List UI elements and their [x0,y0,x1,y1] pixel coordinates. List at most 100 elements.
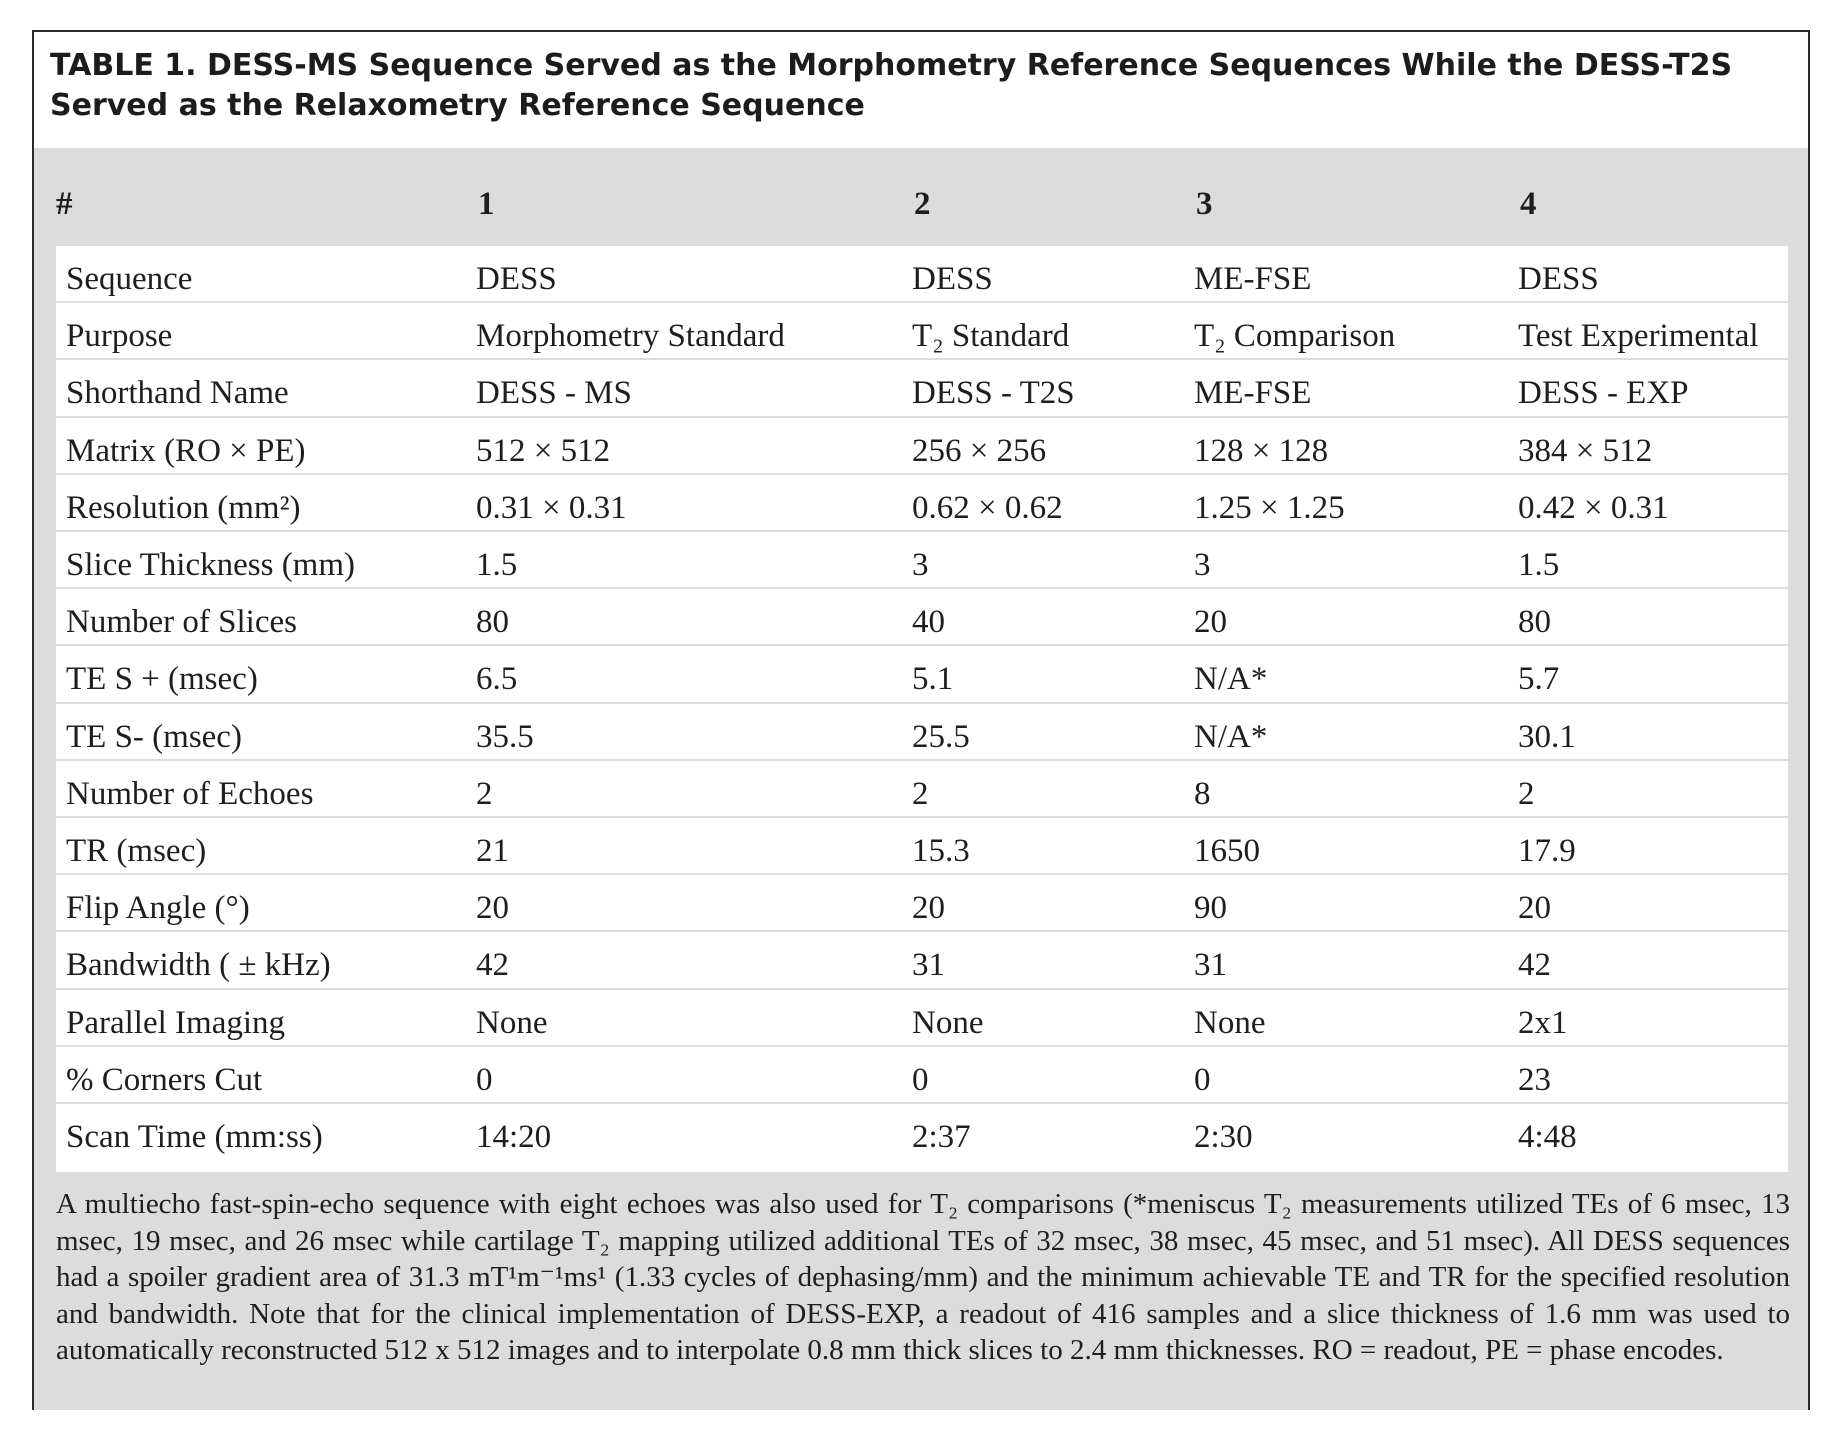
table-row: Sequence DESS DESS ME-FSE DESS [56,246,1788,304]
table-cell: 0.42 × 0.31 [1518,489,1669,526]
row-label: Shorthand Name [66,375,289,412]
column-header: # [56,186,73,222]
row-label: TE S- (msec) [66,718,242,755]
row-label: Number of Echoes [66,775,314,812]
table-cell: 2 [1518,775,1535,812]
table-cell: 2x1 [1518,1004,1568,1041]
table-cell: 20 [476,890,509,927]
table-cell: Test Experimental [1518,318,1759,355]
table-row: Slice Thickness (mm) 1.5 3 3 1.5 [56,532,1788,590]
table-cell: 21 [476,833,509,869]
table-cell: None [476,1004,548,1041]
table-cell: DESS [476,261,557,297]
row-label: TR (msec) [66,833,207,869]
column-header: 1 [478,186,495,222]
table-footnote: A multiecho fast-spin-echo sequence with… [56,1188,1790,1366]
table-row: Number of Echoes 2 2 8 2 [56,761,1788,818]
table-cell: 1.5 [476,547,518,583]
table-cell: 2 [476,775,493,812]
table-cell: 5.7 [1518,661,1560,698]
table-cell: 31 [912,947,945,984]
table-cell: 6.5 [476,661,518,698]
table-cell: 0 [912,1061,929,1098]
table-cell: 512 × 512 [476,432,611,469]
table-cell: DESS [1518,261,1599,297]
table-caption: TABLE 1. DESS-MS Sequence Served as the … [50,48,1733,123]
table-row: Purpose Morphometry Standard T₂ Standard T₂… [56,303,1788,361]
row-label: TE S + (msec) [66,661,258,698]
row-label: Scan Time (mm:ss) [66,1119,323,1155]
table-cell: 20 [1194,604,1227,641]
table-cell: 0.31 × 0.31 [476,489,627,526]
table-cell: 2:30 [1194,1119,1253,1155]
table-cell: 2:37 [912,1119,971,1155]
table-cell: 20 [1518,890,1551,927]
table-row: Parallel Imaging None None None 2x1 [56,990,1788,1047]
table-cell: 0.62 × 0.62 [912,489,1063,526]
column-header: 2 [914,186,931,222]
table-cell: 42 [476,947,509,984]
table-cell: ME-FSE [1194,261,1312,297]
table-cell: 384 × 512 [1518,432,1653,469]
table-cell: 1650 [1194,833,1260,869]
table-body: # 1 2 3 4 Sequence DESS DESS ME-FSE DESS Purp… [34,148,1808,1410]
table-row: Scan Time (mm:ss) 14:20 2:37 2:30 4:48 [56,1104,1788,1161]
table-cell: 1.25 × 1.25 [1194,489,1345,526]
table-cell: 0 [476,1061,493,1098]
table-cell: 30.1 [1518,718,1576,755]
table-cell: 40 [912,604,945,641]
table-cell: 25.5 [912,718,970,755]
table-cell: DESS [912,261,993,297]
table-cell: 128 × 128 [1194,432,1329,469]
table-cell: Morphometry Standard [476,318,785,355]
table-cell: 23 [1518,1061,1551,1098]
table-cell: DESS - MS [476,375,632,412]
table-cell: 80 [476,604,509,641]
row-label: % Corners Cut [66,1061,263,1098]
table-cell: 17.9 [1518,833,1576,869]
row-label: Purpose [66,318,173,355]
table-row: Matrix (RO × PE) 512 × 512 256 × 256 128 × … [56,418,1788,475]
table-cell: None [912,1004,984,1041]
table-cell: 0 [1194,1061,1211,1098]
row-label: Matrix (RO × PE) [66,432,306,469]
row-label: Bandwidth ( ± kHz) [66,947,331,984]
table-cell: T₂ Standard [912,318,1070,355]
table-cell: 8 [1194,775,1211,812]
table-cell: 5.1 [912,661,954,698]
row-label: Resolution (mm²) [66,489,301,526]
table-cell: 35.5 [476,718,534,755]
table-cell: DESS - T2S [912,375,1075,412]
table-cell: 20 [912,890,945,927]
table-row: % Corners Cut 0 0 0 23 [56,1047,1788,1104]
table-row: Number of Slices 80 40 20 80 [56,589,1788,647]
table-cell: N/A* [1194,661,1268,698]
column-header: 3 [1196,186,1213,222]
table-rows: Sequence DESS DESS ME-FSE DESS Purpose Morphom… [56,246,1788,1172]
table-row: TR (msec) 21 15.3 1650 17.9 [56,818,1788,876]
table-cell: T₂ Comparison [1194,318,1396,355]
row-label: Sequence [66,261,193,297]
table-cell: DESS - EXP [1518,375,1689,412]
column-header: 4 [1520,186,1537,222]
table-cell: 15.3 [912,833,970,869]
row-label: Parallel Imaging [66,1004,286,1041]
table-row: TE S + (msec) 6.5 5.1 N/A* 5.7 [56,646,1788,704]
table-cell: 80 [1518,604,1551,641]
table-cell: None [1194,1004,1266,1041]
table-cell: 2 [912,775,929,812]
table-row: Shorthand Name DESS - MS DESS - T2S ME-FSE D… [56,360,1788,418]
table-cell: 3 [912,547,929,583]
table-cell: 14:20 [476,1119,552,1155]
table-cell: 1.5 [1518,547,1560,583]
table-cell: 31 [1194,947,1227,984]
table-row: Bandwidth ( ± kHz) 42 31 31 42 [56,932,1788,990]
table-cell: 42 [1518,947,1551,984]
table-cell: 256 × 256 [912,432,1047,469]
row-label: Number of Slices [66,604,297,641]
table-cell: ME-FSE [1194,375,1312,412]
table-cell: 4:48 [1518,1119,1577,1155]
row-label: Slice Thickness (mm) [66,547,356,583]
table-frame: TABLE 1. DESS-MS Sequence Served as the … [32,30,1810,1410]
table-cell: 90 [1194,890,1227,927]
